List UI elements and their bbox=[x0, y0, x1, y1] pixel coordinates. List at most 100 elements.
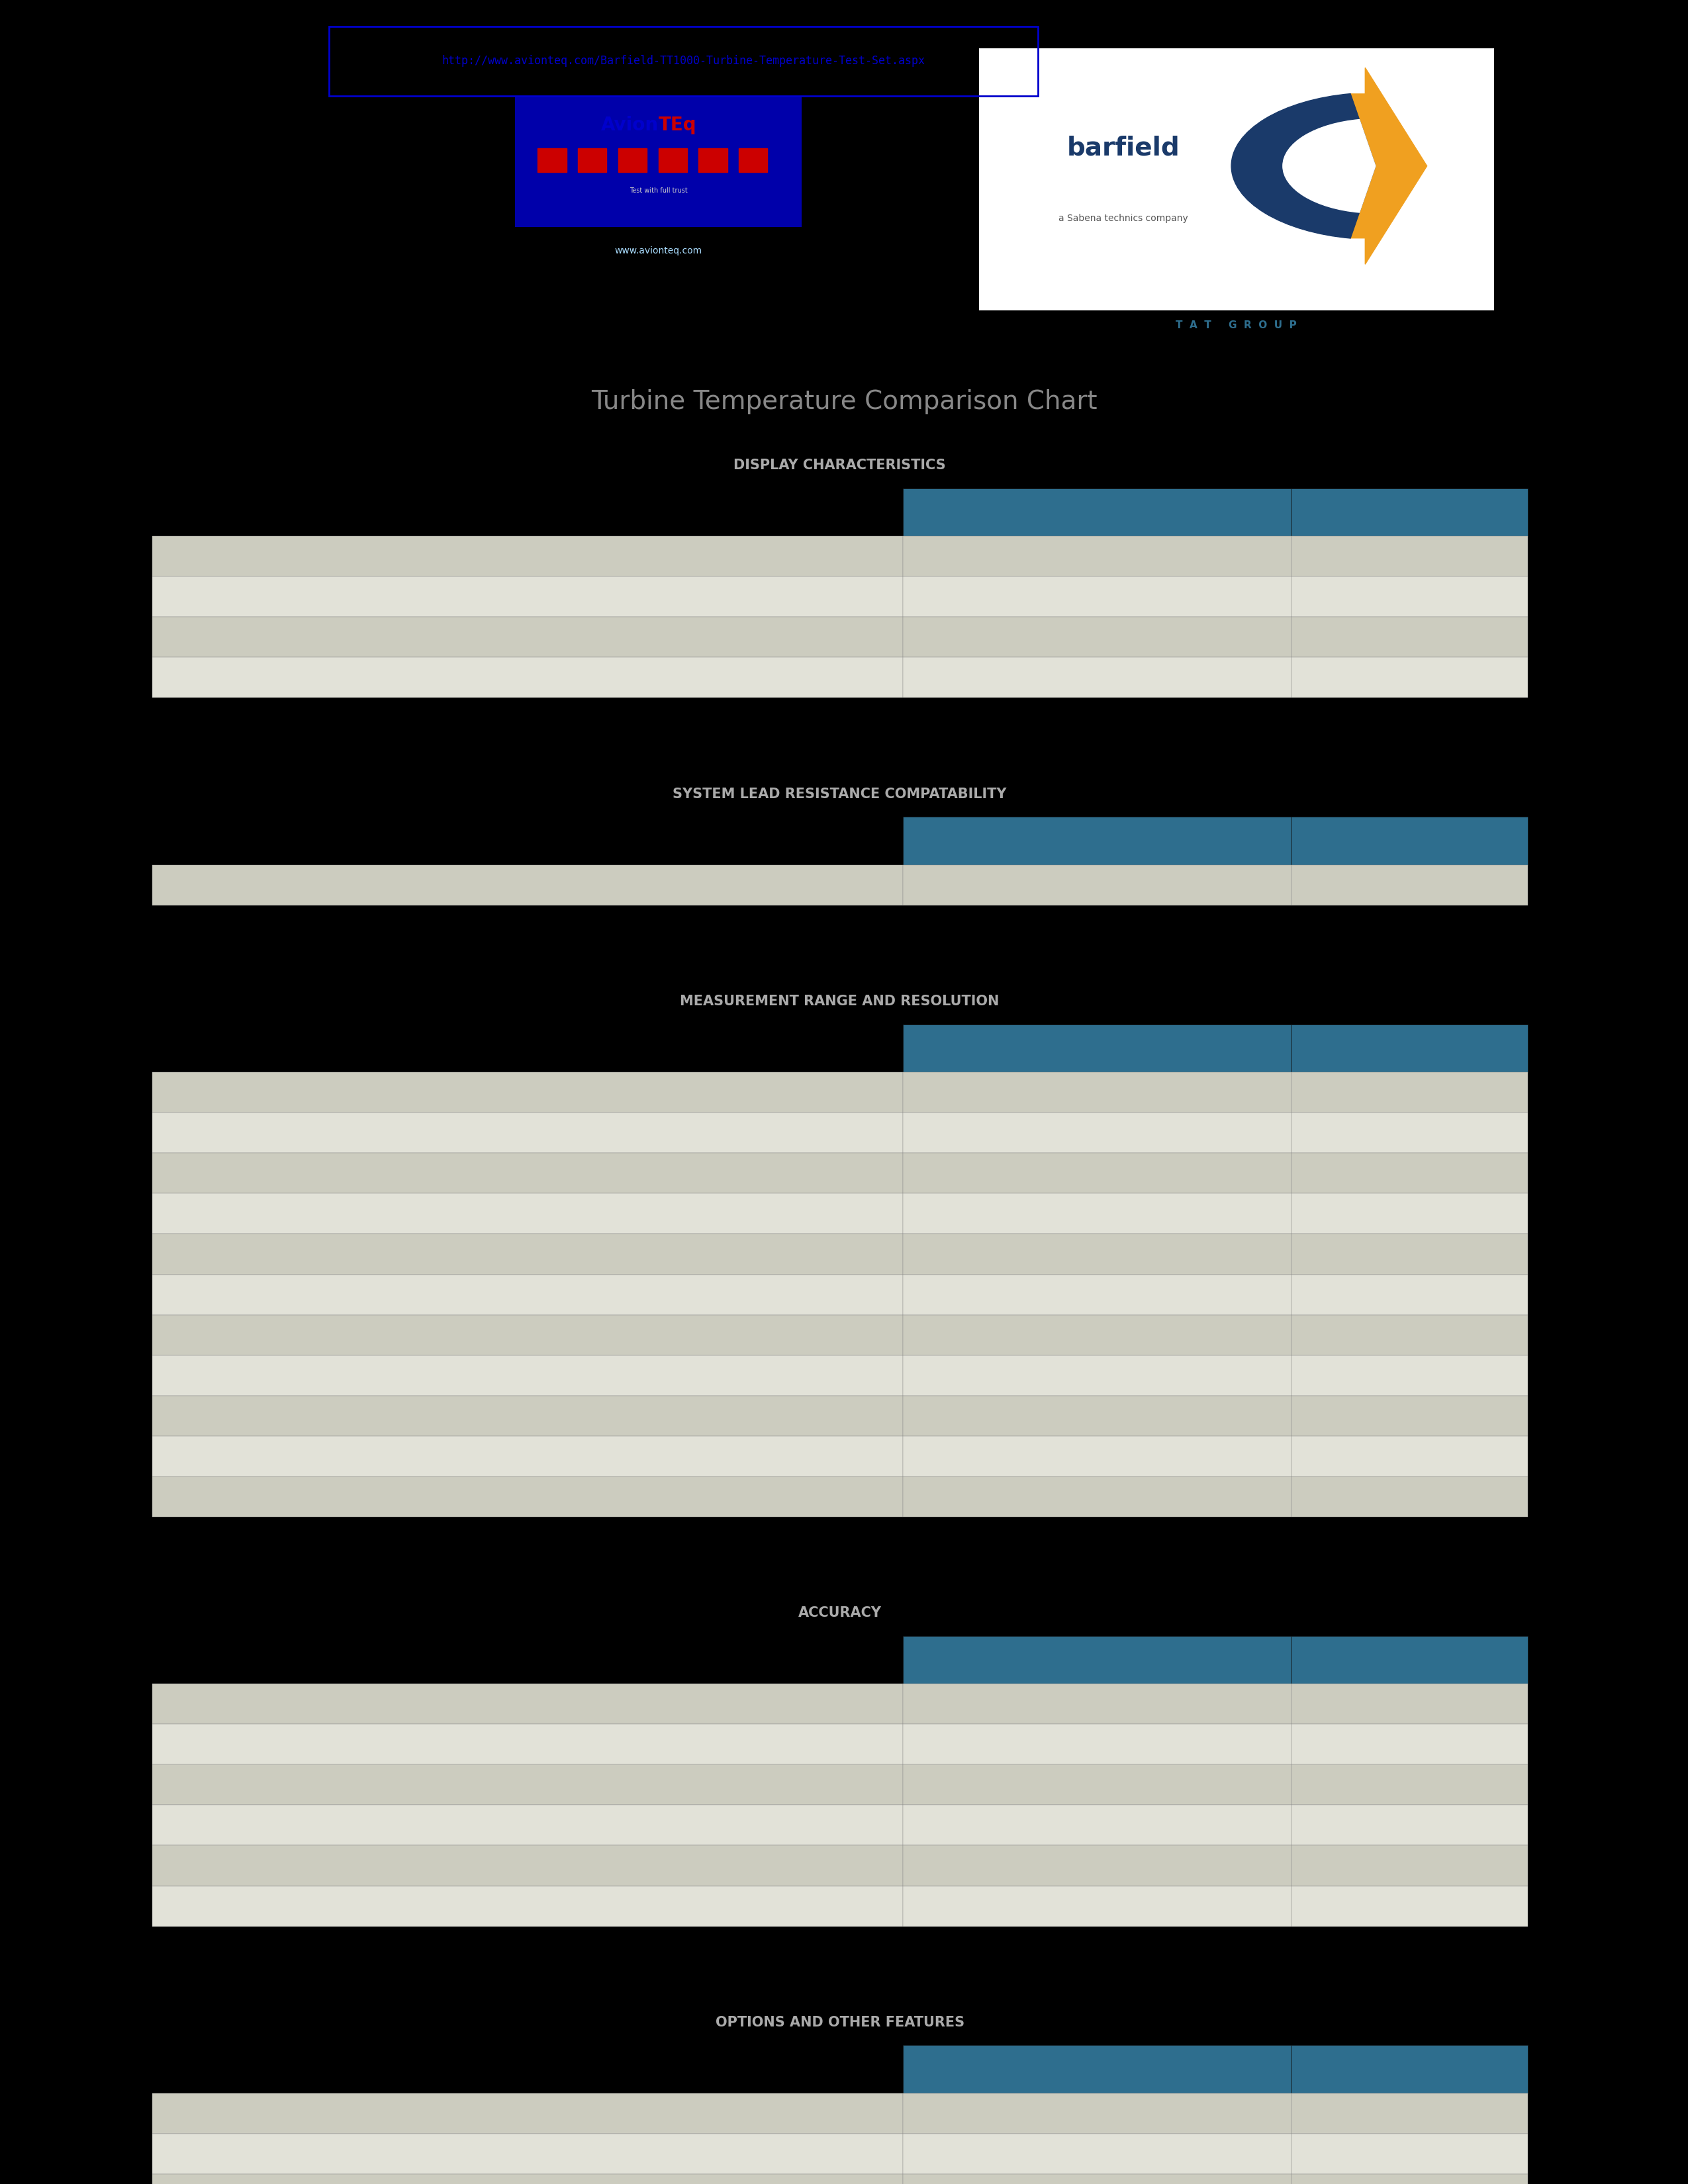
Text: barfield: barfield bbox=[1067, 135, 1180, 159]
Text: S: S bbox=[1094, 1861, 1101, 1872]
Text: Certified temperature range to 1000°C: Certified temperature range to 1000°C bbox=[164, 1372, 343, 1380]
Text: Insulation accuracy of ± 3% of reading ±1k ohm: Insulation accuracy of ± 3% of reading ±… bbox=[164, 1780, 388, 1789]
Text: S: S bbox=[1406, 1411, 1413, 1422]
Text: Temperature resolution 0.1°C: Temperature resolution 0.1°C bbox=[164, 1492, 299, 1500]
Text: S: S bbox=[1406, 1699, 1413, 1710]
Bar bbox=[538, 149, 567, 173]
Text: MEASUREMENT RANGE AND RESOLUTION: MEASUREMENT RANGE AND RESOLUTION bbox=[680, 996, 999, 1009]
Text: -: - bbox=[1096, 1208, 1099, 1219]
Text: TT1000A: TT1000A bbox=[1070, 1653, 1124, 1666]
Bar bbox=[577, 149, 606, 173]
Text: S: S bbox=[1406, 1127, 1413, 1138]
Text: Resistance accuracy of ± 0.1% ±0.1 ohm: Resistance accuracy of ± 0.1% ±0.1 ohm bbox=[164, 1699, 354, 1708]
Text: SYSTEM LEAD RESISTANCE COMPATABILITY: SYSTEM LEAD RESISTANCE COMPATABILITY bbox=[674, 788, 1006, 802]
Text: TT1200A: TT1200A bbox=[1382, 2064, 1436, 2075]
Text: S: S bbox=[1406, 673, 1413, 684]
Text: -: - bbox=[1408, 1369, 1411, 1380]
Text: Can be used as a master indicator: Can be used as a master indicator bbox=[164, 2110, 322, 2118]
Text: S: S bbox=[1094, 1249, 1101, 1260]
Bar bbox=[658, 149, 687, 173]
Text: S: S bbox=[1094, 631, 1101, 642]
Text: http://www.avionteq.com/Barfield-TT1000-Turbine-Temperature-Test-Set.aspx: http://www.avionteq.com/Barfield-TT1000-… bbox=[442, 55, 925, 68]
Text: -: - bbox=[1096, 1330, 1099, 1341]
Text: S: S bbox=[1094, 1168, 1101, 1179]
Text: S: S bbox=[1406, 592, 1413, 603]
Text: Insulation to 2 megohms: Insulation to 2 megohms bbox=[164, 1249, 279, 1258]
Text: -: - bbox=[1096, 1411, 1099, 1422]
Text: Temperature simulation/measurement in °C: Temperature simulation/measurement in °C bbox=[164, 633, 365, 642]
Text: DISPLAY CHARACTERISTICS: DISPLAY CHARACTERISTICS bbox=[734, 459, 945, 472]
Text: -: - bbox=[1096, 1492, 1099, 1503]
Text: Temperature measure accuracy of ± 0.5°C: Temperature measure accuracy of ± 0.5°C bbox=[164, 1902, 361, 1911]
Text: 3.5 digit digital display: 3.5 digit digital display bbox=[164, 553, 268, 561]
Text: -: - bbox=[1096, 673, 1099, 684]
Text: S: S bbox=[1094, 1369, 1101, 1380]
Text: S: S bbox=[1094, 2149, 1101, 2160]
Text: Highest resistance resolution is 0.001 ohms: Highest resistance resolution is 0.001 o… bbox=[164, 1210, 365, 1219]
Text: S: S bbox=[1406, 631, 1413, 642]
Text: S: S bbox=[1094, 1450, 1101, 1461]
Text: S: S bbox=[1406, 2149, 1413, 2160]
Text: -: - bbox=[1408, 1168, 1411, 1179]
Text: S: S bbox=[1094, 1088, 1101, 1099]
Text: S: S bbox=[1094, 2108, 1101, 2118]
Text: S: S bbox=[1094, 1780, 1101, 1791]
Text: All lead resistance systems, except 16 ohm: All lead resistance systems, except 16 o… bbox=[164, 880, 363, 889]
Text: S: S bbox=[1406, 880, 1413, 891]
Text: S: S bbox=[1406, 1289, 1413, 1299]
Text: Insulation accuracy of ± 5% of reading ±2 counts: Insulation accuracy of ± 5% of reading ±… bbox=[164, 1821, 393, 1830]
Text: S: S bbox=[1406, 2108, 1413, 2118]
Text: Turbine Temperature Comparison Chart: Turbine Temperature Comparison Chart bbox=[591, 389, 1097, 415]
Text: Highest insulation resolution is 100 ohms: Highest insulation resolution is 100 ohm… bbox=[164, 1330, 353, 1339]
Text: a Sabena technics company: a Sabena technics company bbox=[1058, 214, 1188, 223]
Text: -: - bbox=[1408, 550, 1411, 561]
Text: Avion: Avion bbox=[601, 116, 658, 133]
FancyArrow shape bbox=[1350, 68, 1426, 264]
Text: OPTIONS AND OTHER FEATURES: OPTIONS AND OTHER FEATURES bbox=[716, 2016, 964, 2029]
Text: S: S bbox=[1406, 1330, 1413, 1341]
Text: TT1200A: TT1200A bbox=[1382, 834, 1436, 847]
Text: TT1000A: TT1000A bbox=[1070, 2064, 1124, 2075]
Text: S: S bbox=[1406, 1819, 1413, 1830]
Text: www.avionteq.com: www.avionteq.com bbox=[614, 247, 702, 256]
Bar bbox=[699, 149, 728, 173]
Text: TT1000A: TT1000A bbox=[1070, 834, 1124, 847]
Text: Temperature measure accuracy of ± 1°C: Temperature measure accuracy of ± 1°C bbox=[164, 1861, 351, 1870]
Text: Resistance to 200 ohms: Resistance to 200 ohms bbox=[164, 1088, 273, 1096]
Text: TT1000A: TT1000A bbox=[1070, 1042, 1124, 1055]
Text: -: - bbox=[1096, 592, 1099, 603]
Text: -: - bbox=[1408, 1249, 1411, 1260]
Wedge shape bbox=[1231, 94, 1376, 238]
Text: S: S bbox=[1094, 1699, 1101, 1710]
Bar bbox=[618, 149, 647, 173]
Text: Temperature simulation/measurement in mV: Temperature simulation/measurement in mV bbox=[164, 673, 370, 681]
Text: Resistance to 20k ohms: Resistance to 20k ohms bbox=[164, 1129, 273, 1138]
Text: S: S bbox=[1406, 1738, 1413, 1749]
Text: -: - bbox=[1096, 1738, 1099, 1749]
Wedge shape bbox=[1283, 120, 1376, 212]
Text: Resistance accuracy of ± 0.05% ±2 counts: Resistance accuracy of ± 0.05% ±2 counts bbox=[164, 1741, 361, 1749]
Text: S: S bbox=[1406, 1492, 1413, 1503]
Text: TT1200A: TT1200A bbox=[1382, 1653, 1436, 1666]
Text: Highest resistance resolution is 0.01 ohms: Highest resistance resolution is 0.01 oh… bbox=[164, 1168, 358, 1177]
Text: Temperature resolution 1°C: Temperature resolution 1°C bbox=[164, 1452, 290, 1461]
Text: S: S bbox=[1094, 880, 1101, 891]
Text: S: S bbox=[1406, 1208, 1413, 1219]
Text: T  A  T     G  R  O  U  P: T A T G R O U P bbox=[1177, 321, 1296, 330]
Text: S: S bbox=[1406, 1450, 1413, 1461]
Text: TT1000A: TT1000A bbox=[1070, 507, 1124, 518]
Text: -: - bbox=[1096, 1127, 1099, 1138]
Bar bbox=[739, 149, 768, 173]
Text: S: S bbox=[1094, 550, 1101, 561]
Text: -: - bbox=[1408, 1780, 1411, 1791]
Text: TT1200A: TT1200A bbox=[1382, 1042, 1436, 1055]
Text: Test with full trust: Test with full trust bbox=[630, 188, 687, 194]
Text: -: - bbox=[1096, 1900, 1099, 1911]
Text: Automatic cold junction compensation: Automatic cold junction compensation bbox=[164, 2149, 341, 2158]
Text: S: S bbox=[1406, 1900, 1413, 1911]
Text: ACCURACY: ACCURACY bbox=[798, 1607, 881, 1621]
Text: TEq: TEq bbox=[658, 116, 697, 133]
Text: TT1200A: TT1200A bbox=[1382, 507, 1436, 518]
Text: -: - bbox=[1096, 1289, 1099, 1299]
Text: -: - bbox=[1408, 1861, 1411, 1872]
